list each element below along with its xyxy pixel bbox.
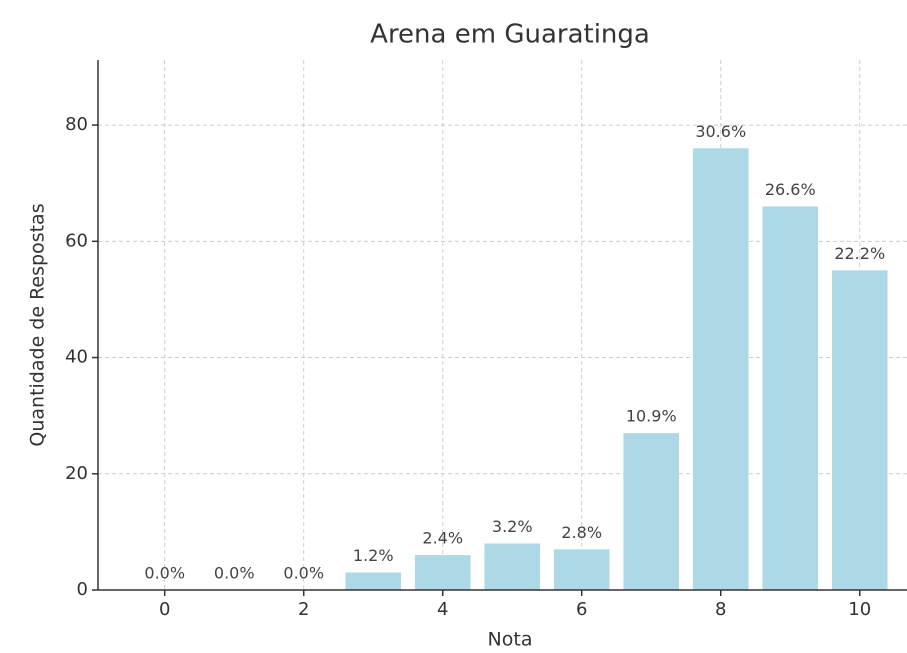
bar [345,572,402,590]
value-label: 2.4% [422,529,463,548]
x-tick-label: 6 [576,599,587,620]
value-label: 26.6% [765,180,816,199]
x-tick-label: 10 [848,599,871,620]
value-label: 0.0% [214,564,255,583]
y-tick-label: 60 [65,230,88,251]
value-label: 30.6% [695,122,746,141]
value-label: 10.9% [626,407,677,426]
value-label: 1.2% [353,546,394,565]
value-label: 0.0% [144,564,185,583]
x-axis-label: Nota [488,629,533,651]
bar [553,549,610,590]
y-tick-label: 80 [65,114,88,135]
x-tick-label: 8 [715,599,726,620]
bar [623,433,680,590]
y-tick-label: 40 [65,347,88,368]
x-tick-label: 2 [298,599,309,620]
bar [692,148,749,591]
x-tick-label: 0 [159,599,170,620]
value-label: 3.2% [492,517,533,536]
value-label: 22.2% [834,244,885,263]
y-tick-label: 0 [77,579,88,600]
chart-title: Arena em Guaratinga [370,20,650,50]
bar [831,270,888,590]
y-axis-label: Quantidade de Respostas [27,203,49,446]
value-label: 2.8% [561,523,602,542]
value-label: 0.0% [283,564,324,583]
bar [414,555,471,590]
bar [484,543,541,590]
x-tick-label: 4 [437,599,448,620]
bar [762,206,819,590]
y-tick-label: 20 [65,463,88,484]
